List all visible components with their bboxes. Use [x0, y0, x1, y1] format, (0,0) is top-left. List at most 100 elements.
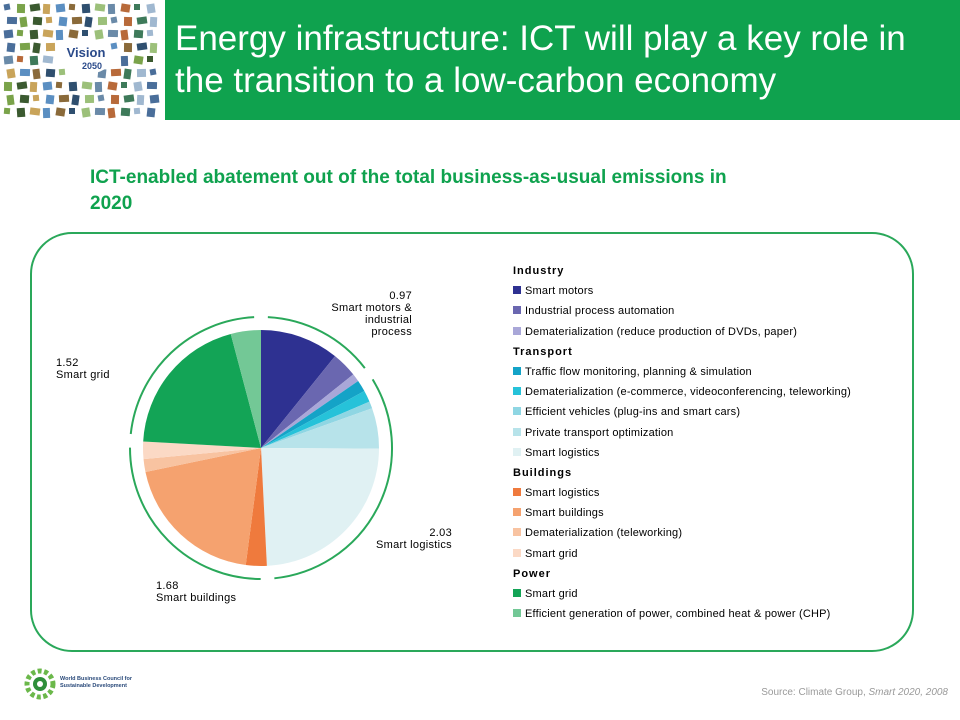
- mosaic-tile: [123, 68, 132, 80]
- mosaic-tile: [134, 4, 140, 10]
- callout-transport-value: 2.03: [429, 527, 452, 539]
- callout-buildings-value: 1.68: [156, 580, 179, 592]
- mosaic-tile: [3, 29, 14, 39]
- group-arc-power: [129, 316, 255, 435]
- mosaic-tile: [16, 81, 28, 90]
- mosaic-tile: [123, 42, 133, 53]
- legend-item: Smart logistics: [513, 484, 913, 504]
- legend-label: Smart grid: [525, 588, 578, 600]
- legend-item: Dematerialization (teleworking): [513, 524, 913, 544]
- mosaic-tile: [68, 3, 76, 11]
- legend-swatch: [513, 609, 521, 618]
- group-arc-buildings: [128, 447, 261, 580]
- legend-item: Industrial process automation: [513, 302, 913, 322]
- legend-item: Smart grid: [513, 545, 913, 565]
- mosaic-tile: [16, 3, 26, 14]
- mosaic-tile: [149, 68, 157, 76]
- callout-transport: 2.03 Smart logistics: [360, 527, 452, 551]
- legend-label: Smart motors: [525, 285, 594, 298]
- legend-swatch: [513, 306, 521, 315]
- mosaic-tile: [58, 94, 70, 103]
- legend-label: Private transport optimization: [525, 426, 674, 439]
- pie-slice-transport-4: [261, 448, 379, 566]
- mosaic-tile: [149, 16, 158, 28]
- callout-industry-value: 0.97: [389, 290, 412, 302]
- mosaic-tile: [133, 29, 144, 39]
- legend-label: Smart logistics: [525, 487, 600, 500]
- source-note: Source: Climate Group, Smart 2020, 2008: [761, 687, 948, 698]
- mosaic-tile: [29, 29, 39, 40]
- mosaic-tile: [94, 29, 104, 40]
- mosaic-tile: [45, 68, 56, 78]
- mosaic-tile: [136, 94, 145, 106]
- mosaic-tile: [107, 81, 118, 91]
- mosaic-tile: [107, 29, 119, 38]
- mosaic-tile: [110, 16, 118, 24]
- logo-2050-text: 2050: [82, 61, 102, 71]
- legend-label: Dematerialization (teleworking): [525, 527, 683, 540]
- pie-slice-industry-1: [261, 356, 354, 448]
- mosaic-tile: [107, 3, 116, 15]
- mosaic-tile: [71, 94, 80, 106]
- legend-group-transport: Transport: [513, 345, 573, 358]
- mosaic-tile: [6, 68, 16, 79]
- mosaic-tile: [147, 56, 153, 62]
- chart-title: ICT-enabled abatement out of the total b…: [90, 167, 727, 214]
- callout-power: 1.52 Smart grid: [56, 357, 156, 381]
- mosaic-tile: [32, 42, 41, 54]
- legend-swatch: [513, 528, 521, 537]
- legend-item: Smart logistics: [513, 444, 913, 464]
- legend-group-industry: Industry: [513, 265, 565, 277]
- mosaic-tile: [97, 94, 105, 102]
- title-bar: Energy infrastructure: ICT will play a k…: [165, 0, 960, 120]
- mosaic-tile: [136, 42, 148, 51]
- mosaic-tile: [123, 94, 135, 103]
- mosaic-tile: [42, 107, 51, 119]
- legend-label: Traffic flow monitoring, planning & simu…: [525, 365, 752, 378]
- mosaic-tile: [42, 29, 54, 38]
- legend-swatch: [513, 326, 521, 335]
- legend-swatch: [513, 548, 521, 557]
- mosaic-tile: [146, 81, 158, 90]
- mosaic-tile: [58, 16, 68, 27]
- mosaic-tile: [146, 3, 156, 14]
- mosaic-tile: [6, 16, 18, 25]
- mosaic-tile: [3, 107, 11, 115]
- legend-item: Efficient generation of power, combined …: [513, 605, 913, 625]
- legend-label: Dematerialization (e-commerce, videoconf…: [525, 386, 852, 399]
- mosaic-tile: [149, 42, 158, 54]
- legend-item: Smart motors: [513, 282, 913, 302]
- mosaic-tile: [71, 16, 83, 25]
- mosaic-tile: [19, 42, 31, 51]
- mosaic-tile: [55, 3, 66, 13]
- callout-power-value: 1.52: [56, 357, 79, 369]
- callout-industry: 0.97 Smart motors & industrial process: [330, 290, 412, 338]
- pie-slice-industry-2: [261, 374, 359, 448]
- mosaic-tile: [110, 42, 118, 50]
- wbcsd-name-line: World Business Council for: [60, 676, 133, 682]
- legend-item: Efficient vehicles (plug-ins and smart c…: [513, 403, 913, 423]
- mosaic-tile: [29, 3, 41, 12]
- mosaic-tile: [16, 29, 24, 37]
- callout-buildings: 1.68 Smart buildings: [156, 580, 276, 604]
- source-prefix: Source: Climate Group,: [761, 687, 869, 698]
- pie-slice-buildings-0: [245, 448, 267, 566]
- mosaic-tile: [133, 55, 144, 65]
- pie-slice-buildings-3: [143, 441, 261, 460]
- legend-item: Smart buildings: [513, 504, 913, 524]
- source-publication: Smart 2020, 2008: [868, 687, 949, 698]
- legend-item: Private transport optimization: [513, 424, 913, 444]
- mosaic-tile: [19, 16, 28, 28]
- mosaic-tile: [136, 16, 148, 25]
- legend-label: Industrial process automation: [525, 305, 675, 318]
- mosaic-tile: [94, 81, 103, 93]
- pie-slice-industry-0: [261, 330, 336, 448]
- mosaic-tile: [68, 81, 78, 92]
- pie-slice-power-1: [230, 330, 261, 448]
- vision-2050-mosaic-icon: Vision 2050: [3, 3, 160, 119]
- mosaic-tile: [6, 94, 15, 106]
- pie-slice-buildings-1: [145, 448, 261, 566]
- mosaic-tile: [42, 55, 54, 64]
- vision-2050-logo: Vision 2050: [0, 0, 163, 120]
